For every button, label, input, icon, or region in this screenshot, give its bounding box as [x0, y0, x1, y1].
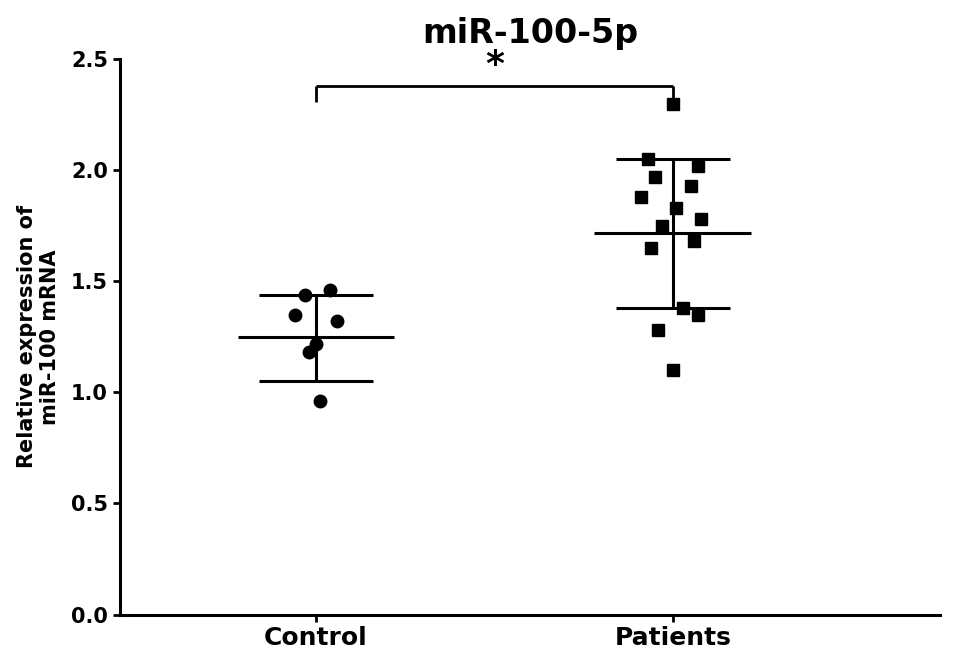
Y-axis label: Relative expression of
miR-100 mRNA: Relative expression of miR-100 mRNA	[16, 205, 60, 468]
Text: *: *	[485, 47, 504, 81]
Title: miR-100-5p: miR-100-5p	[422, 17, 638, 49]
